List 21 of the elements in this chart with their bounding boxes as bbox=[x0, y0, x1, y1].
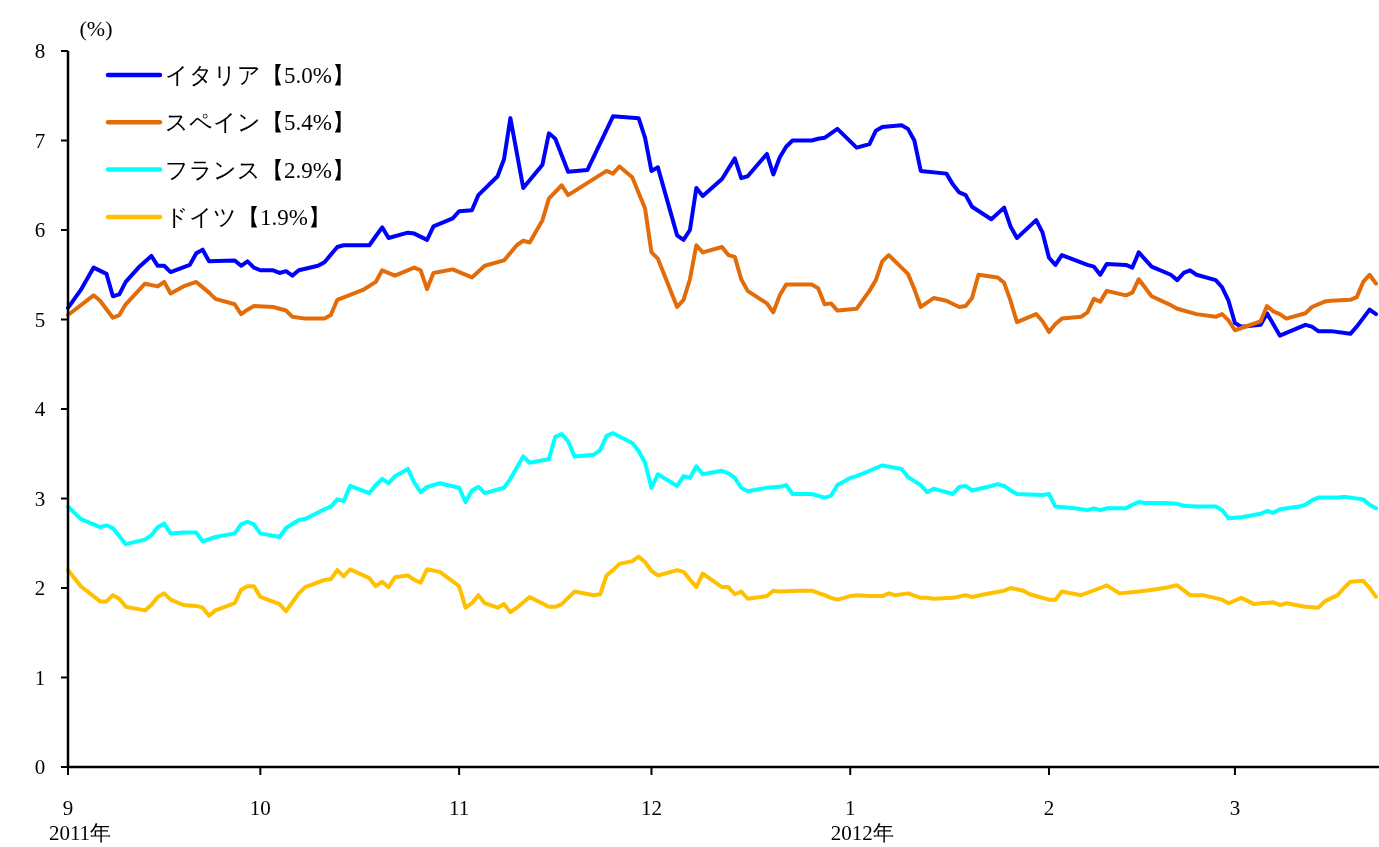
y-tick-label: 4 bbox=[34, 397, 46, 421]
legend-label: イタリア【5.0%】 bbox=[165, 63, 355, 88]
x-tick-label: 9 2011年 bbox=[48, 796, 112, 845]
x-tick-label: 3 bbox=[1229, 796, 1241, 820]
y-tick-label: 6 bbox=[34, 218, 46, 242]
y-tick-label: 1 bbox=[34, 665, 46, 690]
y-tick-label: 8 bbox=[34, 39, 46, 63]
x-tick-label: 11 bbox=[449, 796, 470, 820]
y-tick-label: 3 bbox=[34, 486, 46, 511]
y-tick-label: 5 bbox=[34, 307, 46, 332]
y-tick-label: 0 bbox=[34, 755, 46, 779]
x-tick-label: 1 2012年 bbox=[830, 796, 894, 845]
legend-label: スペイン【5.4%】 bbox=[165, 110, 355, 136]
x-tick-label: 10 bbox=[249, 796, 271, 820]
x-tick-label: 12 bbox=[640, 796, 662, 820]
y-tick-label: 7 bbox=[34, 128, 46, 153]
legend-label: ドイツ【1.9%】 bbox=[165, 204, 331, 230]
x-tick-label: 2 bbox=[1043, 796, 1055, 820]
legend-label: フランス【2.9%】 bbox=[165, 157, 355, 183]
y-tick-label: 2 bbox=[34, 576, 46, 600]
y-axis-title: (%) bbox=[79, 16, 113, 41]
